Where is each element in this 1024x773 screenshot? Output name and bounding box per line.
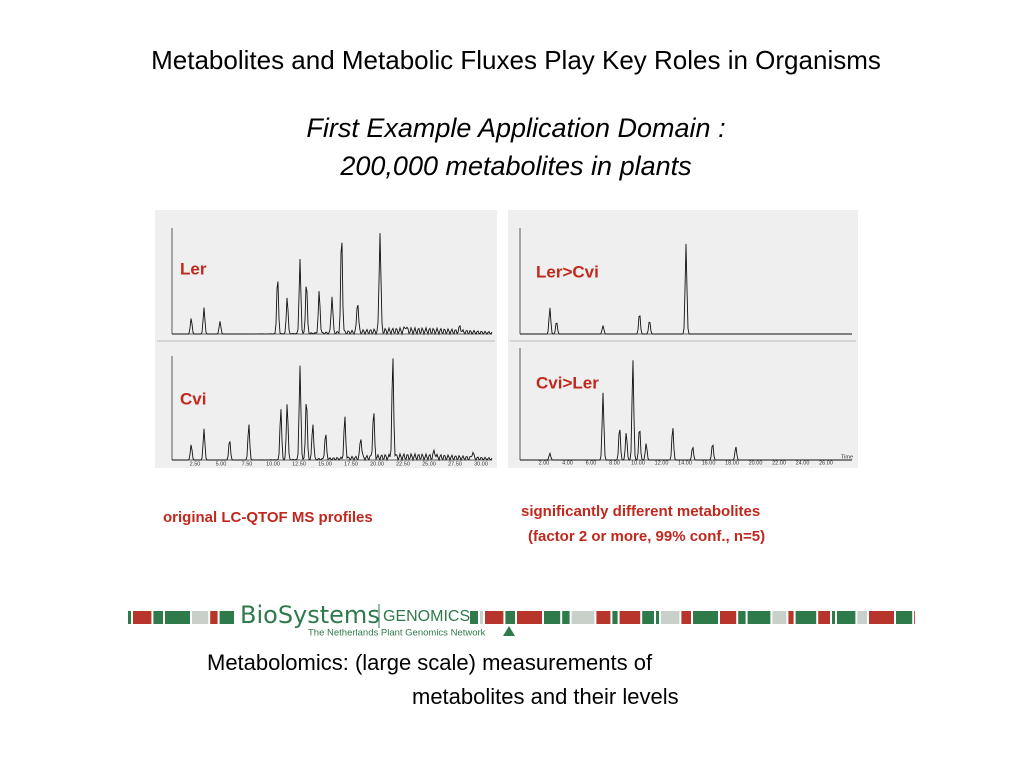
stripe xyxy=(661,611,680,624)
stripe xyxy=(693,611,718,624)
stripe xyxy=(596,611,611,624)
tick-label: 27.50 xyxy=(448,461,462,467)
stripe xyxy=(795,611,817,624)
stripe xyxy=(485,611,504,624)
stripe xyxy=(571,611,595,624)
tick-label: 30.00 xyxy=(474,461,488,467)
stripe xyxy=(210,611,218,624)
tick-label: 22.50 xyxy=(396,461,410,467)
stripe xyxy=(544,611,561,624)
tick-label: 12.00 xyxy=(655,460,669,466)
tick-label: 17.50 xyxy=(344,461,358,467)
image-right xyxy=(508,210,858,468)
panel-label: Ler xyxy=(180,259,207,278)
tick-label: 10.00 xyxy=(631,460,645,466)
stripe xyxy=(128,611,131,624)
caption: significantly different metabolites xyxy=(521,503,760,520)
title: Metabolites and Metabolic Fluxes Play Ke… xyxy=(151,45,881,75)
stripe xyxy=(738,611,746,624)
tick-label: 4.00 xyxy=(562,460,573,466)
tick-label: 2.50 xyxy=(190,461,201,467)
footer: Metabolomics: (large scale) measurements… xyxy=(207,650,653,675)
tick-label: 25.00 xyxy=(422,461,436,467)
stripe xyxy=(832,611,835,624)
stripe xyxy=(133,611,152,624)
stripe xyxy=(788,611,794,624)
tick-label: 16.00 xyxy=(702,460,716,466)
stripe xyxy=(619,611,641,624)
trace xyxy=(520,360,852,461)
stripe xyxy=(857,611,867,624)
tick-label: 20.00 xyxy=(749,460,763,466)
panel-label: Cvi xyxy=(180,389,206,408)
tick-label: 14.00 xyxy=(678,460,692,466)
stripe xyxy=(818,611,830,624)
stripe xyxy=(914,611,915,624)
stripe xyxy=(466,611,478,624)
logo-bg xyxy=(234,603,470,629)
logo-name: BioSystems xyxy=(240,601,380,629)
stripe xyxy=(837,611,856,624)
subtitle: First Example Application Domain : xyxy=(306,113,725,143)
tick-label: 20.00 xyxy=(370,461,384,467)
stripe xyxy=(869,611,894,624)
stripe xyxy=(720,611,737,624)
tick-label: 15.00 xyxy=(318,461,332,467)
stripe xyxy=(642,611,654,624)
tick-label: 12.50 xyxy=(292,461,306,467)
tick-label: 24.00 xyxy=(796,460,810,466)
stripe xyxy=(192,611,209,624)
tick-label: 10.00 xyxy=(266,461,280,467)
trace xyxy=(520,243,852,335)
logo-triangle xyxy=(503,626,515,636)
subtitle: 200,000 metabolites in plants xyxy=(339,151,691,181)
trace xyxy=(172,358,493,462)
stripe xyxy=(165,611,190,624)
image-left xyxy=(155,210,497,468)
stripe xyxy=(747,611,771,624)
stripe xyxy=(505,611,515,624)
tick-label: 26.00 xyxy=(819,460,833,466)
stripe xyxy=(772,611,787,624)
stripe xyxy=(656,611,659,624)
stripe xyxy=(681,611,691,624)
stripe xyxy=(612,611,618,624)
tick-label: 8.00 xyxy=(609,460,620,466)
tick-label: 6.00 xyxy=(586,460,597,466)
stripe xyxy=(896,611,913,624)
tick-label: 22.00 xyxy=(772,460,786,466)
caption: original LC-QTOF MS profiles xyxy=(163,509,373,526)
caption: (factor 2 or more, 99% conf., n=5) xyxy=(528,528,765,545)
panel-label: Ler>Cvi xyxy=(536,262,599,281)
logo-tagline: The Netherlands Plant Genomics Network xyxy=(308,628,486,639)
axis-name: Time xyxy=(841,454,853,460)
logo-suffix: GENOMICS xyxy=(383,608,470,625)
stripe xyxy=(480,611,483,624)
trace xyxy=(172,233,493,336)
footer: metabolites and their levels xyxy=(412,684,679,709)
panel-label: Cvi>Ler xyxy=(536,373,599,392)
stripe xyxy=(562,611,570,624)
tick-label: 5.00 xyxy=(216,461,227,467)
stripe xyxy=(153,611,163,624)
tick-label: 7.50 xyxy=(242,461,253,467)
tick-label: 18.00 xyxy=(725,460,739,466)
tick-label: 2.00 xyxy=(539,460,550,466)
stripe xyxy=(517,611,542,624)
